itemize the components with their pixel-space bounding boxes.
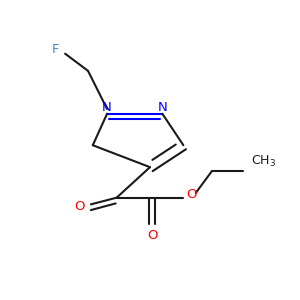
Text: F: F [52,44,59,56]
Text: N: N [102,100,112,114]
Text: O: O [186,188,196,201]
Text: CH$_3$: CH$_3$ [251,154,276,169]
Text: O: O [74,200,85,213]
Text: N: N [158,100,167,114]
Text: O: O [148,229,158,242]
